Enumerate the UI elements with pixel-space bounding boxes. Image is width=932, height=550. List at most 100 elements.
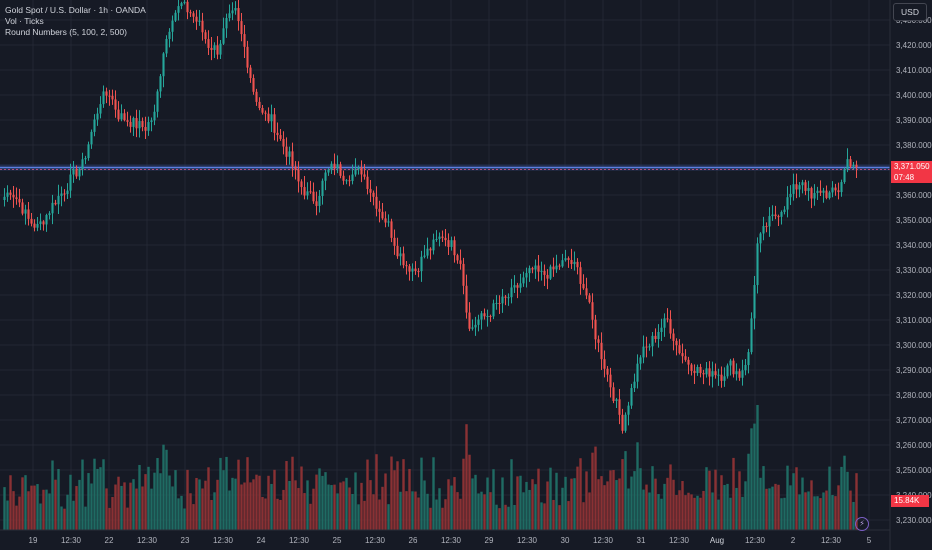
- volume-bar: [768, 488, 771, 530]
- volume-bar: [252, 479, 255, 530]
- volume-bar: [480, 491, 483, 530]
- volume-bar: [36, 484, 39, 530]
- volume-bar: [720, 475, 723, 530]
- volume-indicator-label: Vol · Ticks: [5, 16, 44, 26]
- candle-body: [777, 216, 780, 218]
- candle-body: [327, 169, 330, 173]
- candle-body: [732, 360, 735, 375]
- candle-body: [765, 226, 768, 228]
- volume-bar: [498, 508, 501, 530]
- volume-bar: [312, 488, 315, 530]
- candle-body: [690, 364, 693, 371]
- volume-bar: [39, 503, 42, 530]
- volume-bar: [564, 476, 567, 530]
- volume-bar: [258, 475, 261, 530]
- candle-body: [675, 340, 678, 346]
- candle-body: [744, 365, 747, 371]
- volume-bar: [594, 446, 597, 530]
- volume-bar: [567, 501, 570, 530]
- candle-body: [144, 127, 147, 131]
- legend: Gold Spot / U.S. Dollar · 1h · OANDA Vol…: [5, 5, 146, 38]
- volume-bar: [444, 499, 447, 530]
- candle-body: [699, 366, 702, 374]
- volume-bar: [345, 477, 348, 530]
- candles: [3, 0, 858, 434]
- volume-bar: [465, 424, 468, 530]
- volume-bar: [327, 484, 330, 530]
- volume-bar: [786, 465, 789, 530]
- candle-body: [609, 374, 612, 388]
- volume-bar: [240, 484, 243, 530]
- currency-button[interactable]: USD: [893, 3, 927, 21]
- candle-body: [366, 176, 369, 189]
- volume-bar: [705, 467, 708, 530]
- volume-bar: [60, 506, 63, 530]
- volume-bar: [276, 498, 279, 530]
- price-tick-label: 3,330.000: [896, 266, 932, 275]
- time-tick-label: 23: [181, 536, 190, 545]
- candle-body: [264, 112, 267, 114]
- candle-body: [201, 20, 204, 33]
- candle-body: [249, 67, 252, 79]
- volume-bar: [426, 493, 429, 530]
- candle-body: [60, 193, 63, 196]
- volume-bar: [681, 481, 684, 530]
- volume-bar: [618, 478, 621, 530]
- candle-body: [783, 209, 786, 212]
- candle-body: [738, 371, 741, 378]
- volume-bar: [297, 488, 300, 530]
- candle-body: [639, 357, 642, 364]
- candle-body: [213, 45, 216, 50]
- volume-bar: [57, 468, 60, 530]
- candle-body: [555, 265, 558, 270]
- volume-bar: [402, 459, 405, 530]
- candle-body: [102, 91, 105, 105]
- candle-body: [276, 132, 279, 136]
- price-tick-label: 3,250.000: [896, 466, 932, 475]
- candle-body: [162, 53, 165, 77]
- volume-bar: [849, 490, 852, 530]
- candle-body: [804, 182, 807, 191]
- volume-bar: [456, 492, 459, 530]
- candle-body: [591, 302, 594, 320]
- volume-bar: [156, 458, 159, 530]
- volume-bar: [780, 498, 783, 530]
- candle-body: [3, 196, 6, 200]
- candle-body: [573, 261, 576, 265]
- volume-bar: [351, 493, 354, 530]
- symbol-title: Gold Spot / U.S. Dollar · 1h · OANDA: [5, 5, 146, 15]
- candle-body: [570, 259, 573, 265]
- volume-bar: [690, 494, 693, 530]
- volume-bar: [633, 471, 636, 530]
- candle-body: [159, 76, 162, 92]
- candle-body: [669, 319, 672, 334]
- volume-bar: [630, 476, 633, 530]
- volume-bar: [405, 491, 408, 530]
- volume-bar: [63, 508, 66, 530]
- candle-body: [243, 34, 246, 47]
- volume-bar: [306, 480, 309, 530]
- candle-body: [261, 107, 264, 113]
- candle-body: [522, 277, 525, 284]
- candle-body: [636, 363, 639, 382]
- volume-bar: [660, 498, 663, 530]
- candle-body: [762, 226, 765, 234]
- candle-body: [354, 169, 357, 175]
- candle-body: [627, 405, 630, 415]
- candle-body: [582, 283, 585, 289]
- candle-body: [378, 208, 381, 212]
- candle-body: [336, 164, 339, 169]
- candle-body: [99, 104, 102, 114]
- volume-bar: [513, 505, 516, 530]
- volume-bar: [336, 493, 339, 530]
- candle-body: [720, 374, 723, 381]
- volume-bar: [852, 501, 855, 530]
- volume-bar: [108, 507, 111, 530]
- volume-bar: [843, 455, 846, 530]
- candle-body: [312, 191, 315, 202]
- volume-bar: [438, 488, 441, 530]
- price-tick-label: 3,360.000: [896, 191, 932, 200]
- volume-bar: [321, 475, 324, 530]
- lightning-icon[interactable]: ⚡: [855, 517, 869, 531]
